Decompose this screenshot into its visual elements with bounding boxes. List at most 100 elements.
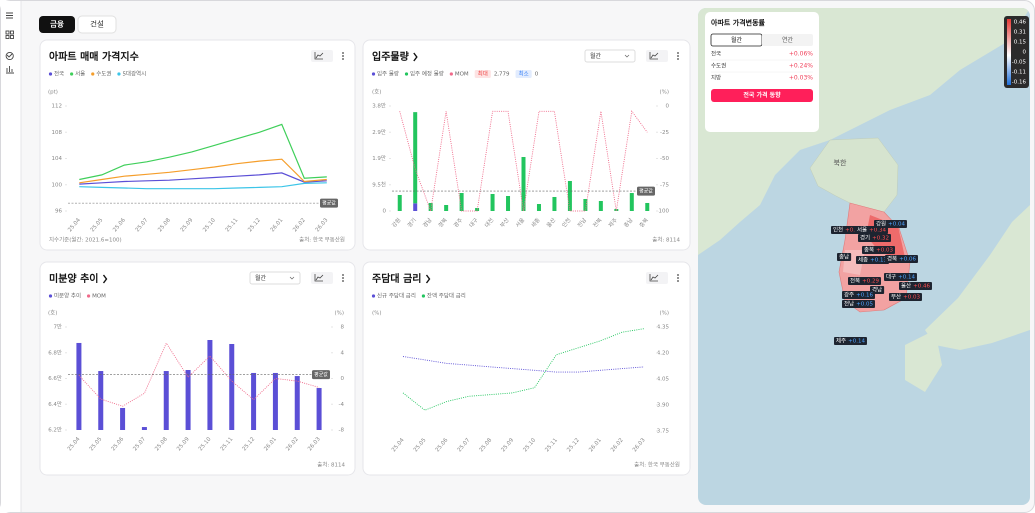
y2-tick-label: -25 [660,130,669,136]
chart-type-button[interactable] [646,50,668,62]
card [362,261,691,476]
region-value[interactable]: +0.04 [888,222,905,228]
tab-active[interactable] [39,16,75,33]
y2-tick-label: -4 [339,402,345,408]
y2-tick-label: -50 [660,156,669,162]
region-name[interactable]: 강원 [876,220,886,228]
region-chip[interactable] [889,293,922,301]
chart-type-icon [314,274,324,282]
line [399,110,648,213]
menu-dot[interactable] [677,274,679,276]
legend-label: 미분양 추이 [54,292,81,300]
region-value[interactable]: +0.14 [898,275,915,281]
region-name[interactable]: 충남 [839,253,849,261]
menu-dot[interactable] [677,55,679,57]
y-tick-label: 9.5천 [372,180,386,188]
chart-type-button[interactable] [311,50,333,62]
region-value[interactable]: +0.16 [856,293,873,299]
region-value[interactable]: +0.34 [869,228,886,234]
region-value[interactable]: +0.03 [876,248,893,254]
dropdown-caret [624,54,630,58]
map-button-label[interactable]: 전국 가격 동향 [743,91,781,99]
region-chip[interactable] [874,220,907,228]
toggle-off[interactable] [762,34,813,46]
region-chip[interactable] [862,246,895,254]
region-value[interactable]: +0.03 [903,295,920,301]
chart-title: 주담대 금리 [372,272,421,285]
dropdown[interactable] [249,271,301,285]
menu-dot[interactable] [342,280,344,282]
region-value[interactable]: +0.14 [848,339,865,345]
region-value[interactable]: +0.13 [870,258,887,264]
toggle-label[interactable]: 연간 [782,36,794,44]
chevron[interactable] [425,274,431,284]
y2-tick-label: 0 [341,376,345,382]
dropdown-label[interactable]: 월간 [590,52,602,60]
region-name[interactable]: 충북 [864,246,874,254]
region-name[interactable]: 광주 [844,292,854,299]
scale-bar [1007,19,1011,85]
region-chip[interactable] [837,253,852,261]
region-chip[interactable] [899,282,932,290]
region-value[interactable]: +0.06 [899,257,916,263]
region-name[interactable]: 인천 [833,226,843,234]
dropdown-label[interactable]: 월간 [255,274,267,282]
land [925,205,1030,350]
menu-dot[interactable] [342,52,344,54]
menu-dot[interactable] [342,55,344,57]
region-chip[interactable] [856,256,889,264]
menu-dot[interactable] [677,280,679,282]
tab[interactable]: 금융 [50,19,64,29]
region-value[interactable]: +0.04 [845,228,862,234]
region-chip[interactable] [884,273,917,281]
menu-dot[interactable] [677,58,679,60]
sidebar-icons[interactable] [5,12,14,74]
region-chip[interactable] [842,291,875,299]
region-chip[interactable] [842,300,875,308]
region-name[interactable]: 대구 [886,273,896,281]
legend-label: 전국 [54,70,64,78]
chevron[interactable] [102,274,108,284]
dropdown[interactable] [584,49,636,63]
reference-label: 평균값 [322,200,336,207]
toggle-label[interactable]: 월간 [731,36,743,44]
region-value[interactable]: +0.05 [856,302,873,308]
region-chip[interactable] [858,234,891,242]
tab[interactable]: 건설 [90,19,104,29]
region-chip[interactable] [848,277,881,285]
region-name[interactable]: 울산 [901,282,911,290]
region-name[interactable]: 서울 [857,226,867,234]
region-name[interactable]: 부산 [891,293,901,301]
menu-dot[interactable] [342,274,344,276]
map-button[interactable] [711,89,813,102]
dropdown-caret [289,276,295,280]
region-name[interactable]: 제주 [836,337,846,345]
legend-label: MOM [92,294,106,300]
region-name[interactable]: 경기 [860,234,870,242]
chart-type-button[interactable] [646,272,668,284]
y-axis-label: (pt) [48,90,58,96]
chevron[interactable] [413,52,418,62]
y-tick-label: 6.6만 [48,374,62,382]
menu-dot[interactable] [677,52,679,54]
region-chip[interactable] [834,337,867,345]
menu-dot[interactable] [342,58,344,60]
bar [490,194,495,211]
region-value[interactable]: +0.32 [872,236,889,242]
chart-type-button[interactable] [311,272,333,284]
menu-dot[interactable] [342,277,344,279]
region-name[interactable]: 경북 [887,256,897,263]
region-name[interactable]: 전북 [850,277,860,285]
region-name[interactable]: 경남 [872,286,882,294]
tab-inactive[interactable] [77,15,117,34]
region-chip[interactable] [885,255,918,263]
y-tick-label: 96 [55,209,62,215]
region-name[interactable]: 세종 [858,256,868,264]
bar [98,371,104,430]
region-value[interactable]: +0.29 [862,279,879,285]
menu-dot[interactable] [677,277,679,279]
region-name[interactable]: 전남 [844,300,854,308]
y2-tick-label: 4.35 [657,325,670,331]
region-value[interactable]: +0.46 [913,284,930,290]
